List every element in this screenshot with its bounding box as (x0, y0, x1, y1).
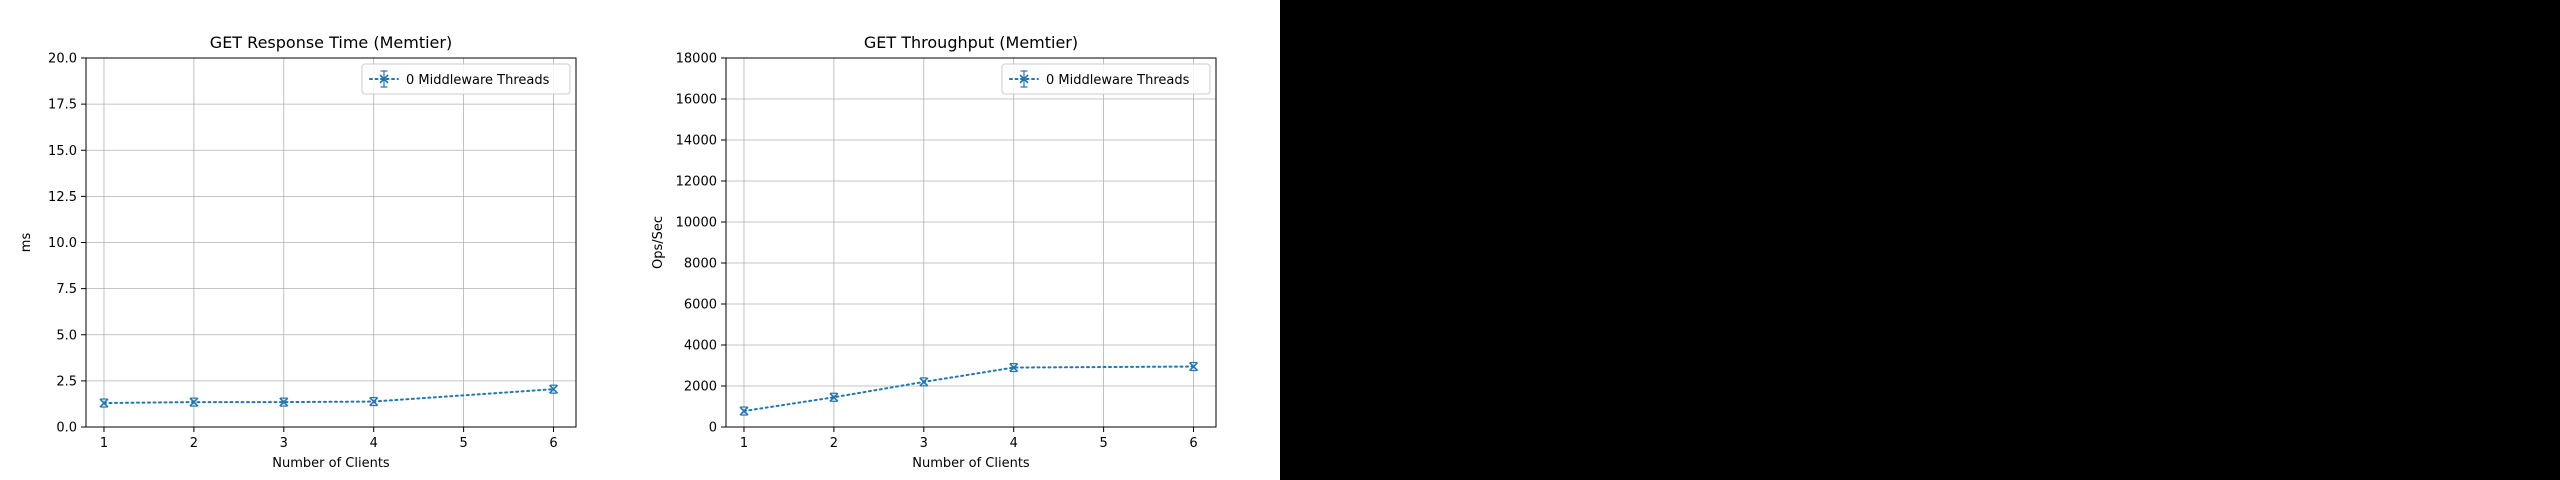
data-point (739, 406, 749, 416)
legend-label: 0 Middleware Threads (406, 73, 550, 88)
x-axis-label: Number of Clients (272, 456, 390, 471)
chart-title: GET Response Time (Memtier) (210, 33, 452, 52)
data-point (369, 396, 379, 407)
legend: 0 Middleware Threads (361, 63, 571, 95)
y-tick-label: 6000 (684, 298, 717, 313)
legend-box (361, 63, 571, 95)
legend: 0 Middleware Threads (1001, 63, 1211, 95)
black-panel (1280, 0, 2560, 480)
y-tick-label: 18000 (676, 52, 717, 67)
y-tick-label: 15.0 (48, 144, 77, 159)
y-tick-label: 10.0 (48, 236, 77, 251)
chart-2: 1 2 3 4 5 6 0 2000 4000 6000 8000 10000 12000 14000 16… (651, 33, 1217, 471)
y-tick-label: 16000 (676, 93, 717, 108)
data-point (1009, 362, 1019, 373)
data-point (829, 392, 839, 402)
y-tick-label: 14000 (676, 134, 717, 149)
y-tick-label: 2.5 (56, 374, 77, 389)
x-tick-label: 5 (1099, 436, 1107, 451)
data-point-marker (1188, 361, 1199, 372)
data-point-marker (739, 406, 749, 416)
y-tick-label: 12.5 (48, 190, 77, 205)
x-tick-label: 4 (370, 436, 378, 451)
y-tick-label: 7.5 (56, 282, 77, 297)
x-tick-label: 6 (549, 436, 557, 451)
data-point (279, 397, 289, 407)
plot-area (726, 58, 1216, 427)
y-tick-label: 10000 (676, 216, 717, 231)
data-point-marker (919, 377, 929, 387)
data-point-marker (279, 397, 289, 407)
data-point-marker (189, 397, 199, 407)
data-point-marker (369, 396, 379, 407)
x-tick-label: 4 (1010, 436, 1018, 451)
data-point-marker (1009, 362, 1019, 373)
x-tick-label: 3 (280, 436, 288, 451)
axes-frame (725, 57, 1217, 428)
x-tick-label: 1 (100, 436, 108, 451)
data-point-marker (548, 384, 559, 394)
data-point-marker (829, 392, 839, 402)
legend-box (1001, 63, 1211, 95)
y-tick-label: 0 (709, 421, 717, 436)
data-point (1188, 361, 1199, 372)
x-tick-label: 1 (740, 436, 748, 451)
data-point (189, 397, 199, 407)
chart-title: GET Throughput (Memtier) (864, 33, 1078, 52)
x-tick-label: 2 (190, 436, 198, 451)
x-tick-label: 5 (459, 436, 467, 451)
y-tick-label: 5.0 (56, 328, 77, 343)
y-tick-label: 17.5 (48, 98, 77, 113)
y-tick-label: 0.0 (56, 421, 77, 436)
y-tick-label: 20.0 (48, 52, 77, 67)
data-point (548, 384, 559, 394)
data-point (99, 398, 109, 408)
y-tick-label: 4000 (684, 339, 717, 354)
chart-1: 1 2 3 4 5 6 0.0 2.5 5.0 7.5 10.0 12.5 15.0 17.5 20.0 GE… (19, 33, 577, 471)
y-tick-label: 8000 (684, 257, 717, 272)
y-axis-label: ms (19, 233, 34, 253)
x-tick-label: 2 (830, 436, 838, 451)
y-tick-label: 2000 (684, 380, 717, 395)
data-point (919, 377, 929, 387)
x-axis-label: Number of Clients (912, 456, 1030, 471)
y-axis-label: Ops/Sec (651, 216, 666, 269)
legend-label: 0 Middleware Threads (1046, 73, 1190, 88)
data-point-marker (99, 398, 109, 408)
series-line (102, 388, 555, 405)
x-tick-label: 3 (920, 436, 928, 451)
y-tick-label: 12000 (676, 175, 717, 190)
x-tick-label: 6 (1189, 436, 1197, 451)
